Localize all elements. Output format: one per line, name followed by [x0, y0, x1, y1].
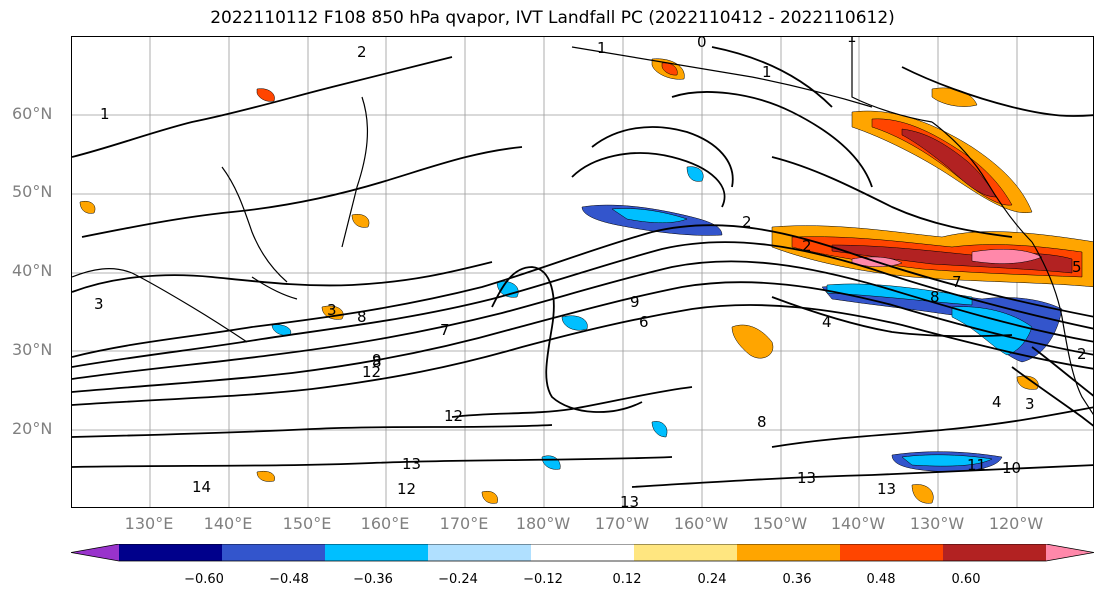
colorbar-tick: 0.48	[866, 572, 896, 587]
lon-label-130e: 130°E	[124, 514, 174, 533]
contour-label: 13	[877, 480, 896, 498]
lon-label-140e: 140°E	[203, 514, 253, 533]
coastlines	[72, 42, 1093, 416]
contour-label: 2	[742, 213, 752, 231]
colorbar-tick: 0.60	[951, 572, 981, 587]
lat-label-40n: 40°N	[12, 261, 53, 280]
contour-label: 10	[1002, 459, 1021, 477]
lon-label-160w: 160°W	[673, 514, 729, 533]
contour-label: 9	[630, 293, 640, 311]
shaded-field	[79, 58, 1093, 504]
contour-label: 4	[822, 313, 832, 331]
contour-label: 7	[440, 321, 450, 339]
colorbar-tick: 0.36	[782, 572, 812, 587]
contour-label: 12	[397, 480, 416, 498]
contour-label: 1	[100, 105, 110, 123]
colorbar-tick: 0.24	[697, 572, 727, 587]
contour-label: 7	[952, 273, 962, 291]
lon-label-150w: 150°W	[752, 514, 808, 533]
contour-label: 9	[372, 351, 382, 369]
colorbar-swatch	[943, 544, 1047, 561]
colorbar-swatch	[325, 544, 429, 561]
contour-label: 8	[357, 308, 367, 326]
contour-label: 6	[639, 313, 649, 331]
colorbar-tick: −0.60	[184, 572, 224, 587]
contour-label: 8	[372, 353, 382, 371]
map-panel[interactable]: 1 2 1 0 1 1 2 2 3 3 8 7 8 9 6 7 8 4 5 12…	[71, 36, 1094, 508]
colorbar-swatch	[840, 544, 944, 561]
lon-label-170e: 170°E	[439, 514, 489, 533]
contour-label: 1	[762, 63, 772, 81]
lon-label-170w: 170°W	[594, 514, 650, 533]
contour-lines	[72, 46, 1093, 488]
contour-label: 8	[930, 288, 940, 306]
lat-label-30n: 30°N	[12, 340, 53, 359]
lon-label-120w: 120°W	[988, 514, 1044, 533]
colorbar-swatch	[222, 544, 326, 561]
colorbar-tick: −0.24	[438, 572, 478, 587]
colorbar-tick: 0.12	[612, 572, 642, 587]
contour-labels: 1 2 1 0 1 1 2 2 3 3 8 7 8 9 6 7 8 4 5 12…	[94, 37, 1087, 508]
colorbar-swatch	[634, 544, 738, 561]
lon-label-130w: 130°W	[909, 514, 965, 533]
contour-label: 4	[992, 393, 1002, 411]
lat-label-60n: 60°N	[12, 104, 53, 123]
colorbar-extend-min	[71, 544, 119, 561]
map-canvas: 1 2 1 0 1 1 2 2 3 3 8 7 8 9 6 7 8 4 5 12…	[72, 37, 1093, 508]
plot-title: 2022110112 F108 850 hPa qvapor, IVT Land…	[210, 8, 895, 28]
contour-label: 3	[327, 301, 337, 319]
colorbar-tick: −0.48	[269, 572, 309, 587]
contour-label: 14	[192, 478, 211, 496]
lon-label-140w: 140°W	[830, 514, 886, 533]
colorbar-tick: −0.12	[523, 572, 563, 587]
colorbar-outline	[71, 544, 1094, 562]
lat-label-50n: 50°N	[12, 182, 53, 201]
colorbar-tick: −0.36	[353, 572, 393, 587]
contour-label: 3	[1025, 395, 1035, 413]
contour-label: 2	[357, 43, 367, 61]
contour-label: 11	[967, 456, 986, 474]
colorbar-extend-max	[1046, 544, 1094, 561]
lon-label-180w: 180°W	[515, 514, 571, 533]
lat-label-20n: 20°N	[12, 419, 53, 438]
contour-label: 0	[697, 37, 707, 51]
contour-label: 1	[597, 39, 607, 57]
contour-label: 3	[94, 295, 104, 313]
contour-label: 5	[1072, 258, 1082, 276]
colorbar-swatch	[428, 544, 532, 561]
contour-label: 8	[757, 413, 767, 431]
colorbar-swatch	[119, 544, 223, 561]
contour-label: 12	[362, 363, 381, 381]
contour-label: 13	[797, 469, 816, 487]
lon-label-150e: 150°E	[282, 514, 332, 533]
contour-label: 12	[444, 407, 463, 425]
colorbar-swatch	[737, 544, 841, 561]
contour-label: 13	[402, 455, 421, 473]
lon-label-160e: 160°E	[360, 514, 410, 533]
contour-label: 2	[802, 237, 812, 255]
contour-label: 2	[1077, 345, 1087, 363]
colorbar	[71, 544, 1094, 562]
colorbar-swatch	[531, 544, 635, 561]
contour-label: 1	[847, 37, 857, 46]
contour-label: 13	[620, 493, 639, 508]
